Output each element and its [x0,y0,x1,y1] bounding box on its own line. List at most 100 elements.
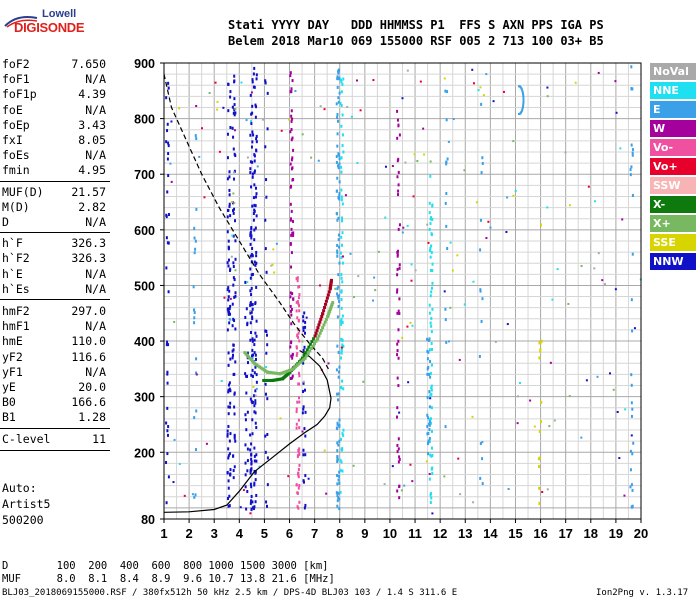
echo-point [228,175,231,179]
echo-point [258,465,261,468]
echo-point [194,134,197,138]
echo-point [426,442,429,446]
echo-point [303,331,306,335]
echo-point [166,429,169,433]
echo-point [254,421,257,425]
echo-point [340,297,343,301]
param-value: N/A [85,215,106,229]
echo-point [251,104,254,108]
param-row: foEs N/A [2,148,106,163]
echo-point [397,437,400,441]
chart-grid [163,62,642,519]
param-value: N/A [85,266,106,281]
echo-point [479,289,482,293]
echo-point [292,148,295,152]
param-value: 7.650 [71,57,106,71]
echo-point [265,504,268,508]
echo-point [303,388,306,392]
param-label: yF1 [2,364,23,379]
echo-point [427,372,430,376]
echo-point [430,406,433,410]
echo-point [624,408,627,411]
echo-point [227,312,230,316]
echo-point [192,308,195,312]
echo-point [568,395,571,398]
echo-point [245,307,248,311]
echo-point [233,434,236,438]
echo-point [250,442,253,446]
echo-point [232,111,235,115]
echo-point [265,178,268,182]
trace-point-x [287,368,291,372]
echo-point [253,481,256,485]
echo-point [341,82,344,86]
echo-point [250,120,253,123]
echo-point [232,353,235,357]
echo-point [538,501,541,505]
echo-point [290,307,293,311]
echo-point [485,237,488,240]
echo-point [226,307,229,311]
echo-point [297,302,300,306]
echo-point [232,201,235,205]
echo-point [429,268,432,272]
echo-point [232,283,235,287]
echo-point [223,296,226,299]
echo-point [227,109,230,113]
echo-point [233,152,236,156]
echo-point [298,400,301,404]
echo-point [337,71,340,75]
echo-point [253,404,256,408]
echo-point [426,396,429,400]
param-row: D N/A [2,215,106,230]
trace-point-x [315,328,319,332]
param-row: foE N/A [2,103,106,118]
echo-point [429,421,432,425]
echo-point [427,416,430,420]
echo-point [279,417,282,420]
trace-point-x [322,309,326,313]
echo-point [245,374,248,378]
echo-point [298,339,301,343]
echo-point [522,100,525,103]
echo-point [296,505,299,509]
echo-point [338,76,341,80]
echo-point [265,351,268,355]
echo-point [291,219,294,223]
echo-point [195,137,198,141]
x-tick-label: 11 [408,526,422,541]
echo-point [540,400,543,404]
echo-point [255,105,258,109]
echo-point [337,216,340,220]
echo-point [254,331,257,335]
echo-point [253,371,256,375]
echo-point [254,394,257,397]
echo-point [631,148,634,152]
echo-point [632,441,635,445]
echo-point [444,201,447,205]
echo-point [290,128,293,132]
echo-point [165,213,168,217]
echo-point [253,394,256,398]
echo-point [246,361,249,365]
echo-point [349,252,352,255]
echo-point [410,263,413,266]
echo-point [340,460,343,464]
echo-point [481,457,484,461]
echo-point [340,356,343,360]
echo-point [336,212,339,216]
param-value: N/A [85,72,106,87]
echo-point [229,357,232,361]
echo-point [194,247,197,251]
echo-point [253,159,256,163]
echo-point [254,470,257,474]
trace-point-x [295,363,299,367]
echo-point [251,175,254,179]
echo-point [614,288,617,291]
echo-point [265,195,268,199]
echo-point [428,337,431,341]
legend-item-nne: NNE [650,82,696,99]
echo-point [342,344,345,348]
param-label: foF2 [2,57,30,71]
echo-point [234,108,237,111]
